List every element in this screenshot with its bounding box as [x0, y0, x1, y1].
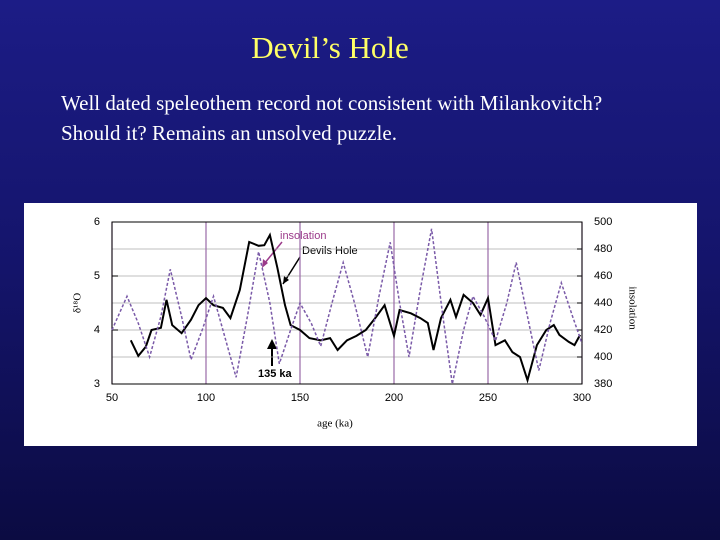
y2-axis-label: insolation: [626, 286, 638, 330]
annotation: 135 ka: [258, 368, 293, 380]
y-axis-label: δ¹⁸O: [72, 293, 84, 313]
slide-title: Devil’s Hole: [251, 30, 409, 65]
body-text: Well dated speleothem record not consist…: [61, 91, 603, 115]
plot-frame: [111, 221, 583, 385]
y2-tick-label: 440: [594, 297, 612, 309]
x-tick-label: 300: [573, 392, 591, 404]
y-tick-label: 4: [94, 324, 100, 336]
y-tick-label: 5: [94, 270, 100, 282]
x-tick-label: 200: [385, 392, 403, 404]
x-tick-label: 50: [106, 392, 118, 404]
annotation: Devils Hole: [302, 245, 358, 257]
y2-tick-label: 500: [594, 216, 612, 228]
x-tick-label: 250: [479, 392, 497, 404]
arrow-head: [283, 276, 289, 284]
x-tick-label: 100: [197, 392, 215, 404]
annotation: insolation: [280, 230, 326, 242]
data-line: [111, 228, 583, 385]
y2-tick-label: 400: [594, 351, 612, 363]
y-tick-label: 3: [94, 378, 100, 390]
arrow-head: [267, 339, 277, 349]
y2-tick-label: 460: [594, 270, 612, 282]
body-text: Should it? Remains an unsolved puzzle.: [61, 121, 397, 145]
x-axis-label: age (ka): [317, 418, 353, 430]
y2-tick-label: 480: [594, 243, 612, 255]
y2-tick-label: 380: [594, 378, 612, 390]
y2-tick-label: 420: [594, 324, 612, 336]
data-line: [129, 232, 581, 384]
arrow-head: [262, 259, 268, 268]
y-tick-label: 6: [94, 216, 100, 228]
x-tick-label: 150: [291, 392, 309, 404]
